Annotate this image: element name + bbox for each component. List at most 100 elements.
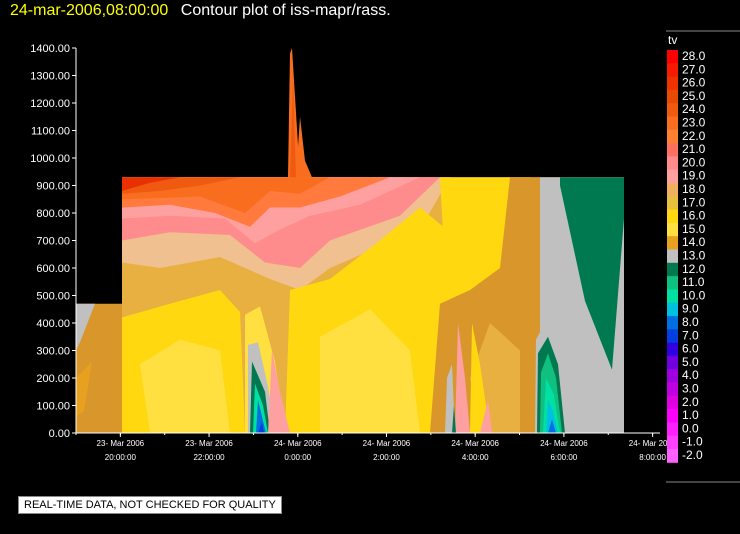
legend-swatch (667, 289, 678, 304)
contour-band (445, 364, 455, 433)
legend-title: tv (668, 33, 677, 47)
contour-band (140, 339, 230, 433)
legend-level-label: 11.0 (682, 275, 705, 289)
legend-level-label: 14.0 (682, 235, 706, 249)
legend-level-label: 18.0 (682, 182, 706, 196)
legend-swatch (667, 103, 678, 117)
legend-swatch (667, 302, 678, 317)
contour-band (455, 323, 470, 433)
legend-level-label: 4.0 (682, 368, 699, 382)
x-tick-label-date: 24- Mar 2006 (540, 439, 588, 448)
legend-level-label: 6.0 (682, 342, 699, 356)
legend-swatch (667, 422, 678, 437)
contour-band (480, 400, 492, 433)
legend-swatch (667, 143, 678, 157)
legend-level-label: 25.0 (682, 89, 706, 103)
contour-band (296, 116, 312, 178)
x-tick-label-time: 2:00:00 (373, 453, 400, 462)
legend-level-label: 10.0 (682, 288, 706, 302)
contour-band (76, 361, 92, 417)
x-tick-label-date: 24- Mar 2006 (451, 439, 499, 448)
x-tick-label-time: 20:00:00 (105, 453, 137, 462)
y-tick-label: 600.00 (36, 263, 70, 275)
x-tick-label-date: 23- Mar 2006 (97, 439, 145, 448)
legend-level-label: 19.0 (682, 169, 706, 183)
legend-level-label: 5.0 (682, 355, 699, 369)
y-tick-label: 1300.00 (30, 71, 70, 83)
legend-swatch (667, 449, 678, 463)
contour-band (546, 400, 558, 433)
legend-swatch (667, 63, 678, 78)
y-tick-label: 800.00 (36, 208, 70, 220)
legend-level-label: 26.0 (682, 76, 706, 90)
legend-level-label: 9.0 (682, 302, 699, 316)
y-tick-label: 700.00 (36, 236, 70, 248)
y-tick-label: 1400.00 (30, 43, 70, 55)
y-tick-label: 200.00 (36, 373, 70, 385)
y-tick-label: 1100.00 (31, 126, 70, 138)
legend-level-label: 28.0 (682, 49, 706, 63)
plot-area (76, 48, 624, 433)
legend-level-label: 1.0 (682, 408, 699, 422)
legend-level-label: -2.0 (682, 448, 703, 462)
legend-swatch (667, 276, 678, 290)
chart-title-row: 24-mar-2006,08:00:00 Contour plot of iss… (10, 2, 391, 24)
x-tick-label-time: 0:00:00 (284, 453, 311, 462)
legend-swatch (667, 209, 678, 224)
legend-swatch (667, 355, 678, 370)
legend-level-label: 12.0 (682, 262, 706, 276)
x-tick-label-date: 24- Mar 2006 (363, 439, 411, 448)
x-tick-label-time: 4:00:00 (462, 453, 489, 462)
contour-band (548, 419, 556, 433)
legend-swatch (667, 395, 678, 410)
legend-swatch (667, 76, 678, 91)
x-tick-label-time: 8:00:00 (639, 453, 666, 462)
legend-swatch (667, 435, 678, 450)
legend-level-label: -1.0 (682, 435, 703, 449)
legend-swatch (667, 382, 678, 397)
legend-level-label: 16.0 (682, 209, 706, 223)
legend-swatch (667, 183, 678, 197)
colorbar-legend: tv 28.027.026.025.024.023.022.021.020.019… (666, 30, 740, 483)
legend-level-label: 23.0 (682, 116, 706, 130)
legend-swatch (667, 196, 678, 211)
x-tick-label-time: 6:00:00 (551, 453, 578, 462)
legend-swatch (667, 129, 678, 144)
legend-level-label: 22.0 (682, 129, 706, 143)
legend-level-label: 0.0 (682, 421, 699, 435)
contour-band (256, 400, 266, 433)
legend-swatch (667, 222, 678, 237)
contour-band (76, 303, 95, 351)
contour-band (290, 75, 296, 178)
y-tick-label: 400.00 (36, 318, 70, 330)
legend-level-label: 24.0 (682, 102, 706, 116)
legend-swatch (667, 316, 678, 330)
chart-date: 24-mar-2006,08:00:00 (10, 2, 169, 19)
legend-swatch (667, 249, 678, 264)
contour-band (560, 177, 624, 370)
legend-swatch (667, 156, 678, 171)
legend-level-label: 3.0 (682, 382, 699, 396)
legend-swatch (667, 236, 678, 250)
y-tick-label: 900.00 (36, 181, 70, 193)
legend-level-label: 2.0 (682, 395, 699, 409)
x-tick-label-date: 23- Mar 2006 (185, 439, 233, 448)
legend-level-label: 15.0 (682, 222, 706, 236)
contour-band (320, 309, 420, 433)
axes: 0.00 100.00 200.00 300.00 400.00 500.00 600.00… (30, 43, 677, 462)
y-tick-label: 0.00 (49, 428, 70, 440)
x-tick-label-date: 24- Mar 2006 (629, 439, 677, 448)
contour-band (268, 350, 290, 433)
quality-note: REAL-TIME DATA, NOT CHECKED FOR QUALITY (18, 496, 282, 514)
y-tick-label: 1000.00 (30, 153, 70, 165)
chart-title: Contour plot of iss-mapr/rass. (180, 2, 391, 19)
legend-swatch (667, 89, 678, 104)
legend-swatch (667, 409, 678, 423)
contour-band (122, 177, 180, 191)
legend-swatch (667, 262, 678, 277)
x-tick-label-date: 24- Mar 2006 (274, 439, 322, 448)
legend-level-label: 17.0 (682, 195, 706, 209)
contour-band (76, 303, 122, 433)
y-tick-label: 100.00 (36, 401, 70, 413)
